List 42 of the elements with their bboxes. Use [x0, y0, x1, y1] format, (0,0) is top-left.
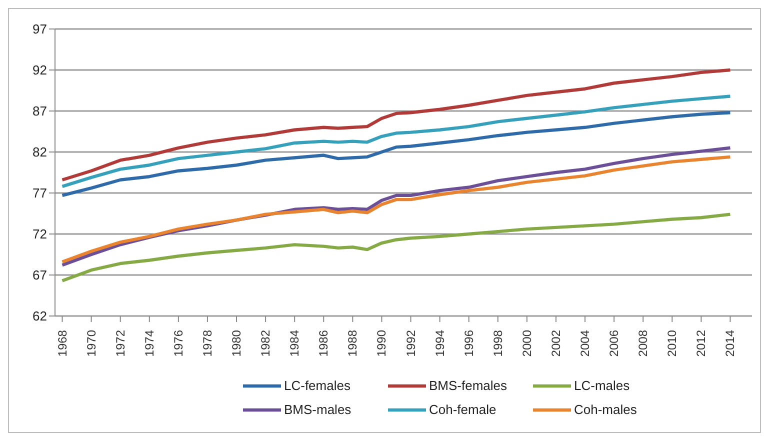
x-tick-label: 1980 — [230, 330, 244, 357]
x-tick-label: 1968 — [55, 330, 70, 357]
legend-label: Coh-female — [429, 401, 496, 419]
line-series — [60, 68, 732, 182]
x-tick-label: 1998 — [490, 330, 505, 357]
x-tick-label: 2012 — [694, 330, 708, 357]
x-tick-label: 1992 — [404, 330, 418, 357]
x-tick-label: 2008 — [636, 330, 650, 357]
y-tick-label: 97 — [32, 22, 47, 37]
y-tick-label: 87 — [32, 104, 47, 119]
line-series — [60, 111, 732, 198]
y-tick-label: 82 — [32, 144, 47, 160]
x-tick-label: 1984 — [288, 330, 302, 357]
x-tick-label: 2014 — [723, 330, 738, 357]
x-tick-label: 1982 — [258, 330, 273, 357]
legend-label: LC-males — [574, 377, 630, 395]
legend-label: Coh-males — [574, 401, 637, 419]
x-tick-label: 1988 — [346, 330, 360, 357]
legend-label: BMS-females — [429, 377, 508, 395]
x-tick-label: 1974 — [142, 330, 156, 357]
legend-label: BMS-males — [284, 401, 352, 419]
x-tick-label: 1986 — [316, 330, 331, 357]
x-tick-label: 1994 — [432, 330, 447, 357]
line-series — [60, 212, 732, 282]
x-tick-label: 1990 — [374, 330, 389, 357]
line-series — [60, 94, 732, 188]
x-tick-label: 1976 — [171, 330, 186, 357]
y-tick-label: 72 — [32, 226, 47, 242]
y-tick-label: 67 — [32, 268, 47, 283]
y-tick-label: 77 — [32, 186, 47, 201]
legend-label: LC-females — [284, 377, 350, 395]
y-tick-label: 92 — [32, 62, 47, 78]
x-tick-label: 2002 — [548, 330, 563, 357]
x-tick-label: 1978 — [200, 330, 214, 357]
x-tick-label: 1996 — [462, 330, 476, 357]
x-tick-label: 1972 — [113, 330, 128, 357]
x-tick-label: 2006 — [607, 330, 622, 357]
y-tick-label: 62 — [32, 308, 47, 324]
x-tick-label: 2000 — [520, 330, 534, 357]
x-tick-label: 2004 — [578, 330, 592, 357]
x-tick-label: 2010 — [665, 330, 680, 357]
x-tick-label: 1970 — [84, 330, 98, 357]
